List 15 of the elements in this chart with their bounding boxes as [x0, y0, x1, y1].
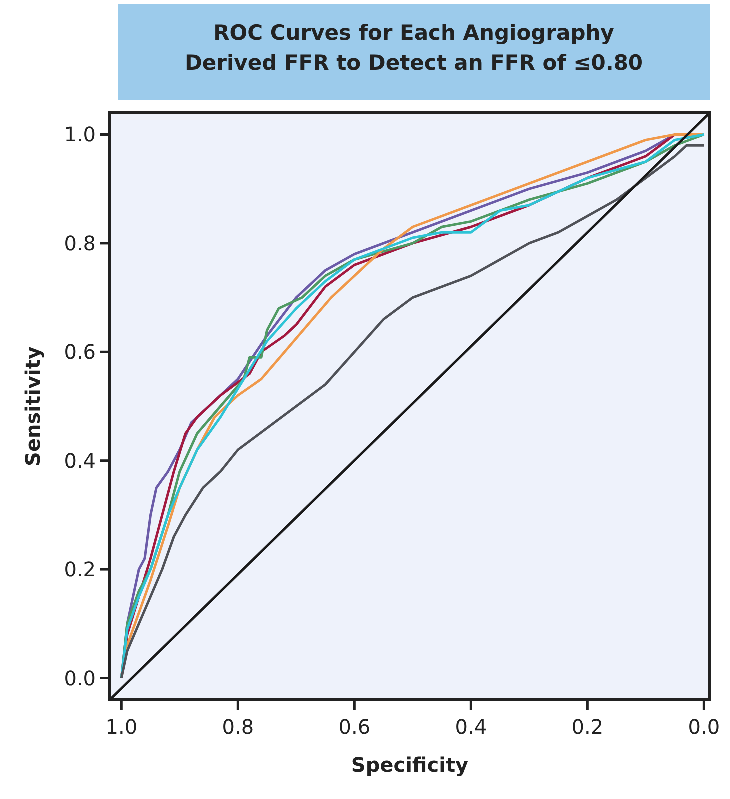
y-tick-label: 0.6: [64, 340, 96, 364]
y-tick-label: 1.0: [64, 122, 96, 147]
y-tick-label: 0.4: [64, 448, 96, 473]
y-tick-label: 0.0: [64, 666, 96, 690]
x-tick-label: 0.6: [338, 715, 371, 739]
x-axis-title: Specificity: [351, 753, 469, 777]
chart-title: ROC Curves for Each Angiography Derived FFR to Detect an FFR of ≤0.80: [184, 21, 644, 75]
y-axis-title: Sensitivity: [21, 346, 45, 466]
y-tick-label: 0.2: [64, 558, 96, 582]
x-tick-label: 0.2: [572, 715, 604, 739]
x-tick-label: 0.4: [455, 715, 488, 739]
y-tick-label: 0.8: [64, 231, 96, 256]
x-tick-label: 0.8: [222, 715, 254, 739]
x-tick-label: 0.0: [688, 715, 720, 739]
x-tick-label: 1.0: [106, 715, 138, 739]
